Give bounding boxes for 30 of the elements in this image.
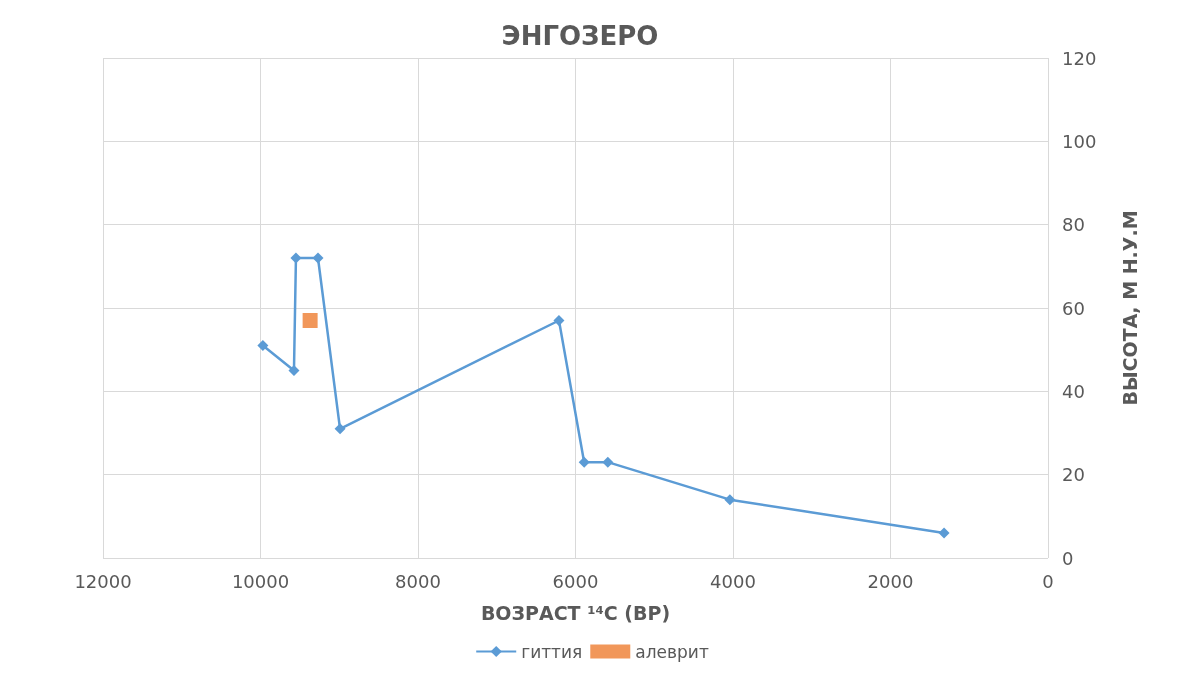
x-tick-label: 0: [1042, 570, 1054, 592]
point: [334, 423, 346, 435]
x-tick-label: 2000: [867, 570, 914, 592]
point: [724, 494, 736, 506]
y-tick-label: 80: [1062, 214, 1085, 236]
y-tick-label: 60: [1062, 297, 1085, 319]
y-tick-label: 40: [1062, 380, 1085, 402]
y-axis-title: ВЫСОТА, М Н.У.М: [1118, 210, 1141, 406]
x-tick-label: 12000: [74, 570, 132, 592]
legend-label: алеврит: [635, 641, 709, 662]
point: [602, 456, 614, 468]
point: [312, 252, 324, 264]
point: [257, 340, 269, 351]
y-tick-label: 20: [1062, 464, 1085, 486]
x-tick-label: 10000: [231, 570, 290, 592]
point: [553, 315, 565, 326]
point: [302, 313, 318, 328]
point: [938, 527, 950, 539]
point: [290, 252, 302, 264]
x-axis-title: ВОЗРАСТ ¹⁴C (BP): [480, 601, 671, 624]
chart-title: ЭНГОЗЕРО: [501, 21, 659, 51]
legend-label: гиттия: [521, 641, 583, 662]
y-tick-label: 120: [1062, 47, 1097, 69]
point: [578, 456, 590, 468]
y-tick-label: 0: [1062, 547, 1074, 569]
x-tick-label: 6000: [552, 570, 599, 592]
y-tick-label: 100: [1062, 130, 1097, 152]
point: [288, 365, 300, 376]
x-tick-label: 4000: [710, 570, 756, 592]
x-tick-label: 8000: [395, 570, 441, 592]
